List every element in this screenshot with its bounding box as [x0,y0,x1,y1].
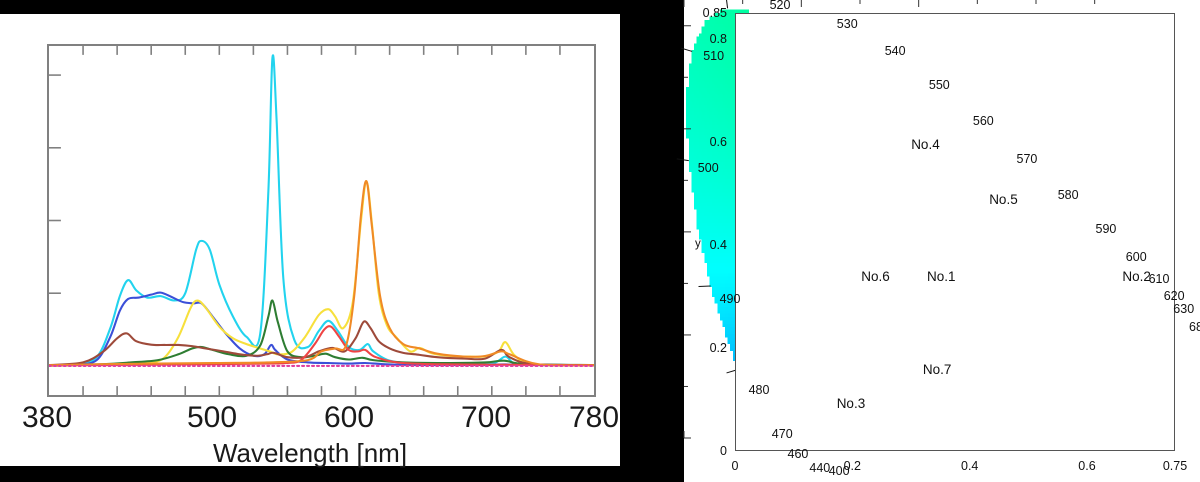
cie-xtick-0_75: 0.75 [1162,459,1188,473]
cie-ytick-0_6: 0.6 [709,134,727,149]
cie-xtick-0: 0 [731,459,739,473]
cie-wavelength-label-520: 520 [769,0,791,13]
spectra-x-axis-title: Wavelength [nm] [212,438,408,468]
cie-wavelength-label-570: 570 [1016,152,1038,167]
cie-xtick-0_6: 0.6 [1078,459,1096,473]
cie-point-label-no2: No.2 [1122,268,1151,284]
cie-y-axis-title: y [695,237,701,250]
cie-wavelength-label-500: 500 [697,160,719,175]
spectra-plot-area [47,44,596,397]
cie-wavelength-label-440: 440 [809,461,831,476]
spectra-canvas: 1.1 1 0.5 0 -0.1 380 500 600 700 780 Wav… [0,14,620,468]
cie-point-label-no6: No.6 [861,268,890,284]
cie-wavelength-label-680: 680 [1189,320,1200,335]
cie-wavelength-label-490: 490 [719,292,741,306]
cie-diagram-panel: 0.850.80.60.40.2000.20.40.60.75yx4004404… [676,0,1200,482]
cie-point-label-no3: No.3 [836,395,866,411]
cie-wavelength-label-580: 580 [1057,188,1079,203]
cie-wavelength-label-400: 400 [828,463,850,478]
cie-xtick-0_2: 0.2 [843,459,861,473]
cie-wavelength-label-560: 560 [972,114,994,129]
spectra-curves [49,46,594,395]
cie-wavelength-label-510: 510 [703,49,725,64]
cie-point-label-no1: No.1 [927,268,956,284]
cie-ytick-0_85: 0.85 [702,6,727,20]
cie-point-label-no7: No.7 [922,361,952,377]
cie-wavelength-label-620: 620 [1163,289,1185,304]
spectra-xtick-700: 700 [460,401,512,434]
cie-wavelength-label-540: 540 [884,44,906,59]
cie-wavelength-label-470: 470 [771,427,793,442]
cie-wavelength-label-610: 610 [1148,271,1170,286]
spectra-xtick-780: 780 [568,401,620,434]
cie-ytick-0_2: 0.2 [709,340,727,355]
cie-point-label-no5: No.5 [989,192,1018,208]
cie-wavelength-label-460: 460 [787,446,809,461]
cie-wavelength-label-600: 600 [1125,250,1147,265]
cie-wavelength-label-590: 590 [1095,222,1117,237]
cie-xtick-0_4: 0.4 [960,459,979,473]
spectra-xtick-500: 500 [186,401,238,434]
cie-plot-area [735,13,1175,451]
emission-spectra-panel: 1.1 1 0.5 0 -0.1 380 500 600 700 780 Wav… [0,14,620,468]
cie-ytick-0: 0 [720,444,727,458]
spectra-xtick-380: 380 [21,401,73,434]
cie-ytick-0_8: 0.8 [709,31,727,46]
spectra-xtick-600: 600 [323,401,375,434]
cie-ytick-0_4: 0.4 [709,237,727,252]
cie-wavelength-label-550: 550 [928,78,950,93]
cie-wavelength-label-630: 630 [1173,301,1195,316]
cie-wavelength-label-530: 530 [836,16,858,31]
cie-point-label-no4: No.4 [911,137,940,153]
cie-wavelength-label-480: 480 [748,382,770,397]
